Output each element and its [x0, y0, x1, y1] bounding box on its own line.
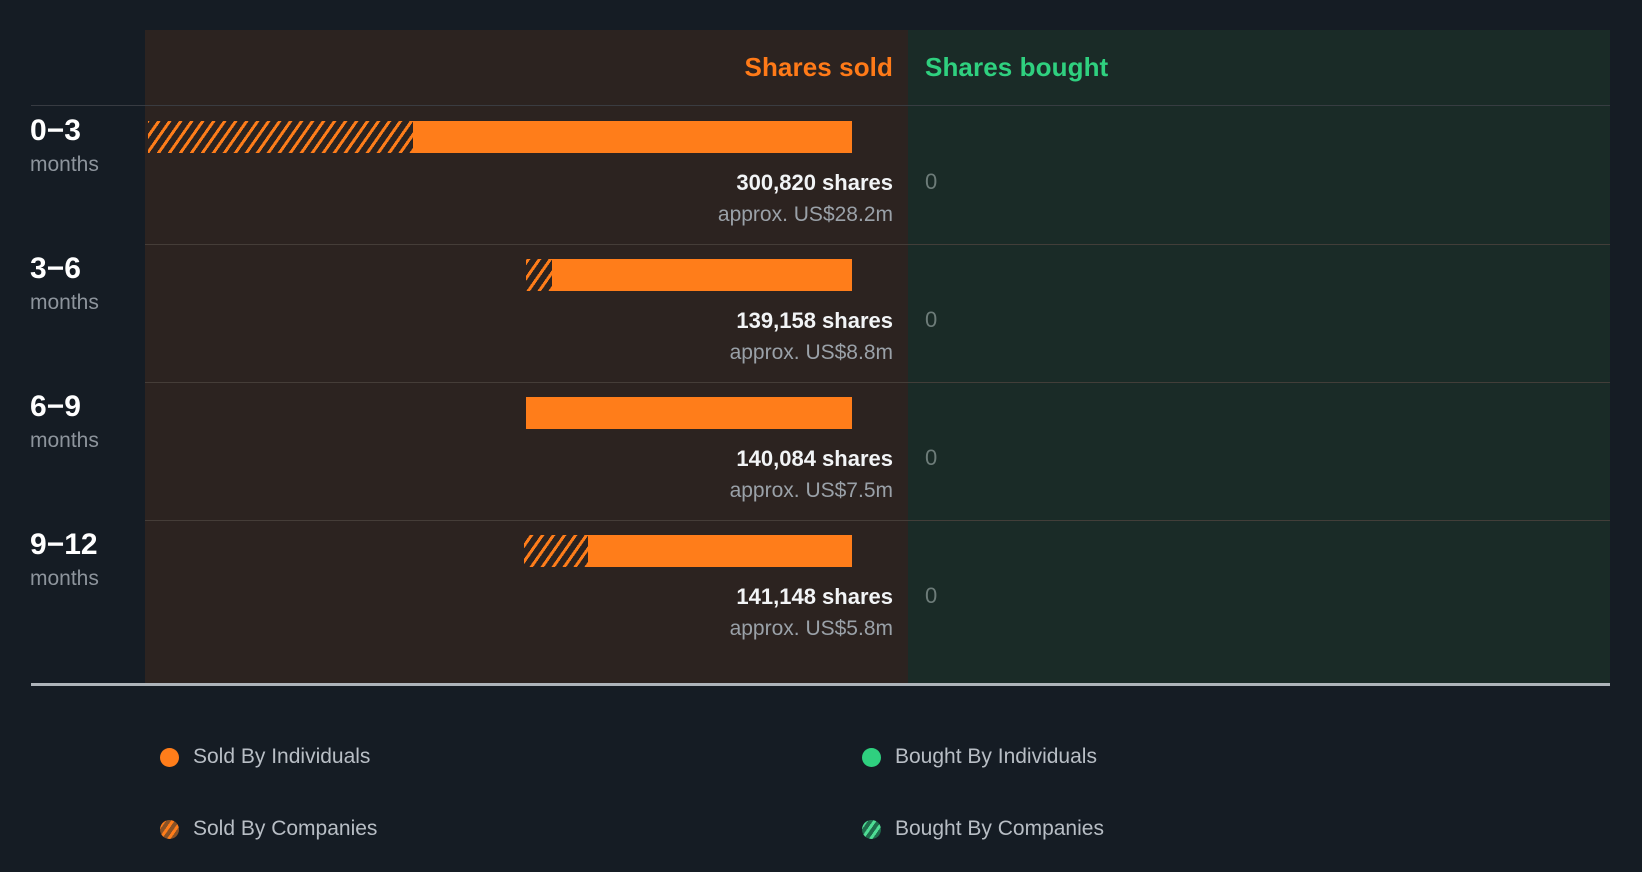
bar-segment-individuals	[552, 259, 852, 291]
value-bought-3-6: 0	[925, 307, 938, 332]
value-bought-9-12: 0	[925, 583, 938, 608]
legend-label: Bought By Individuals	[895, 745, 1097, 768]
value-block-6-9: 140,084 shares approx. US$7.5m	[0, 444, 893, 507]
value-approx: approx. US$7.5m	[729, 478, 893, 502]
row-label-6-9: 6−9 months	[30, 391, 140, 458]
value-block-9-12: 141,148 shares approx. US$5.8m	[0, 582, 893, 645]
bar-segment-companies	[524, 535, 588, 567]
value-bought-6-9: 0	[925, 445, 938, 470]
value-approx: approx. US$8.8m	[729, 340, 893, 364]
legend-circle-icon	[160, 747, 179, 767]
value-shares: 141,148 shares	[736, 584, 893, 609]
bar-segment-individuals	[526, 397, 852, 429]
value-shares: 140,084 shares	[736, 446, 893, 471]
legend-item-bought-individuals[interactable]: Bought By Individuals	[862, 745, 1097, 769]
row-unit: months	[30, 290, 99, 314]
bar-segment-individuals	[588, 535, 852, 567]
bar-sold-3-6[interactable]	[526, 259, 852, 291]
row-label-3-6: 3−6 months	[30, 253, 140, 320]
row-range: 3−6	[30, 252, 81, 285]
row-label-9-12: 9−12 months	[30, 529, 140, 596]
legend-label: Sold By Individuals	[193, 745, 371, 768]
value-shares: 139,158 shares	[736, 308, 893, 333]
shares-bought-header: Shares bought	[925, 52, 1109, 82]
row-range: 6−9	[30, 390, 81, 423]
row-range: 0−3	[30, 114, 81, 147]
legend-item-bought-companies[interactable]: Bought By Companies	[862, 817, 1104, 841]
legend-item-sold-individuals[interactable]: Sold By Individuals	[160, 745, 370, 769]
legend-label: Sold By Companies	[193, 817, 378, 840]
legend-circle-icon	[862, 747, 881, 767]
legend-item-sold-companies[interactable]: Sold By Companies	[160, 817, 377, 841]
value-block-3-6: 139,158 shares approx. US$8.8m	[0, 306, 893, 369]
legend-label: Bought By Companies	[895, 817, 1104, 840]
legend-hatched-circle-icon	[160, 819, 179, 839]
value-approx: approx. US$5.8m	[729, 616, 893, 640]
bar-sold-0-3[interactable]	[148, 121, 852, 153]
value-bought-0-3: 0	[925, 169, 938, 194]
axis-baseline	[31, 683, 1610, 686]
bar-segment-individuals	[413, 121, 852, 153]
value-approx: approx. US$28.2m	[717, 202, 893, 226]
value-block-0-3: 300,820 shares approx. US$28.2m	[0, 168, 893, 231]
row-unit: months	[30, 428, 99, 452]
value-shares: 300,820 shares	[736, 170, 893, 195]
bar-segment-companies	[148, 121, 413, 153]
legend-hatched-circle-icon	[862, 819, 881, 839]
row-separator	[145, 382, 1610, 383]
shares-bought-panel	[908, 30, 1610, 683]
row-unit: months	[30, 566, 99, 590]
row-unit: months	[30, 152, 99, 176]
shares-sold-header: Shares sold	[744, 52, 893, 82]
row-range: 9−12	[30, 528, 98, 561]
bar-sold-9-12[interactable]	[524, 535, 852, 567]
row-separator	[145, 520, 1610, 521]
row-separator	[145, 244, 1610, 245]
bar-segment-companies	[526, 259, 552, 291]
row-label-0-3: 0−3 months	[30, 115, 140, 182]
bar-sold-6-9[interactable]	[526, 397, 852, 429]
row-separator	[31, 105, 1610, 106]
